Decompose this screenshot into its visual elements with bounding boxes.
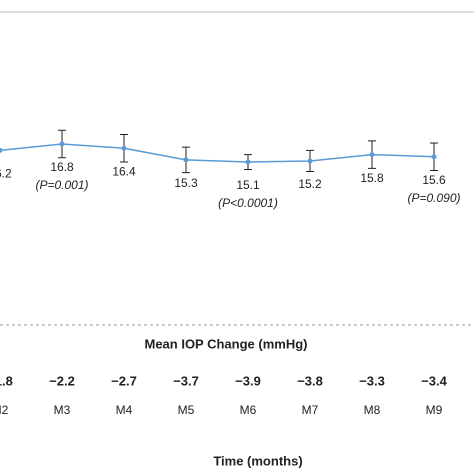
point (59, 141, 65, 147)
x-tick-label: M5 (178, 403, 195, 417)
p-value: (P<0.0001) (218, 196, 278, 210)
change-value: −3.9 (235, 373, 261, 388)
point (245, 159, 251, 165)
data-label: 15.3 (174, 176, 198, 190)
x-tick-label: M3 (54, 403, 71, 417)
x-tick-label: M7 (302, 403, 319, 417)
data-label: 16.4 (112, 164, 136, 178)
change-value: −3.7 (173, 373, 199, 388)
change-value: −1.8 (0, 373, 13, 388)
point (183, 157, 189, 163)
x-tick-label: M9 (426, 403, 443, 417)
data-label: 15.6 (422, 173, 446, 187)
x-tick-label: M8 (364, 403, 381, 417)
x-axis-label: Time (months) (213, 453, 302, 468)
change-title: Mean IOP Change (mmHg) (144, 336, 307, 351)
change-value: −3.4 (421, 373, 447, 388)
p-value: (P=0.090) (407, 191, 460, 205)
data-label: 16.2 (0, 167, 12, 181)
data-label: 15.2 (298, 177, 322, 191)
x-tick-label: M6 (240, 403, 257, 417)
point (369, 152, 375, 158)
data-label: 15.1 (236, 178, 260, 192)
series-line (0, 143, 435, 163)
x-tick-label: M2 (0, 403, 9, 417)
x-tick-label: M4 (116, 403, 133, 417)
change-value: −3.3 (359, 373, 385, 388)
change-value: −3.8 (297, 373, 323, 388)
change-value: −2.7 (111, 373, 137, 388)
point (431, 154, 437, 160)
data-label: 15.8 (360, 171, 384, 185)
data-label: 16.8 (50, 160, 74, 174)
change-value: −2.2 (49, 373, 75, 388)
point (121, 145, 127, 151)
point (307, 158, 313, 164)
p-value: (P=0.001) (35, 178, 88, 192)
point (0, 147, 3, 153)
